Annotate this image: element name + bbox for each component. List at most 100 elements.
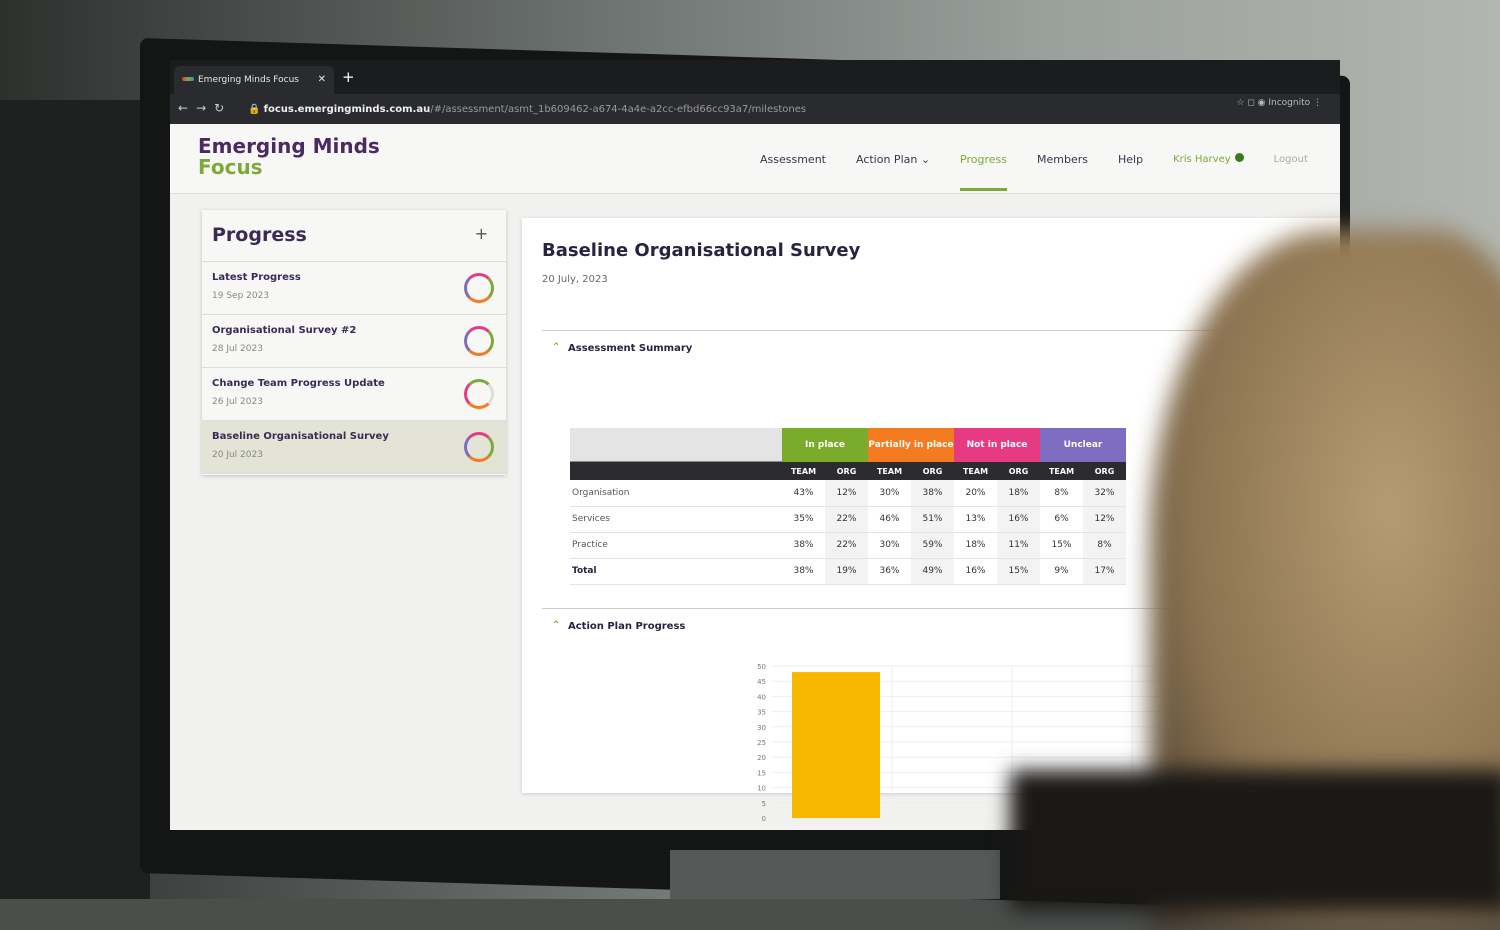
progress-ring-icon [464, 432, 494, 462]
cell-value: 32% [1083, 480, 1126, 507]
cell-value: 13% [954, 506, 997, 533]
y-tick-label: 5 [762, 800, 766, 808]
table-row: Organisation 43% 12% 30% 38% 20% 18% 8% 32% [570, 480, 1126, 507]
cell-value: 15% [1040, 532, 1083, 559]
desk-partition [0, 100, 150, 899]
logout-link[interactable]: Logout [1273, 153, 1308, 165]
chevron-up-icon: ⌃ [552, 342, 561, 353]
back-icon[interactable]: ← [178, 101, 197, 115]
row-label: Services [570, 506, 782, 533]
cell-value: 35% [782, 506, 825, 533]
cell-value: 36% [868, 558, 911, 585]
blurred-chair [1010, 770, 1500, 910]
y-tick-label: 10 [757, 785, 766, 793]
chevron-up-icon: ⌃ [552, 620, 561, 631]
y-tick-label: 45 [757, 678, 766, 686]
subheader-org: ORG [997, 462, 1040, 480]
cell-value: 19% [825, 558, 868, 585]
tab-title: Emerging Minds Focus [198, 75, 299, 85]
url-path: /#/assessment/asmt_1b609462-a674-4a4e-a2… [430, 104, 807, 115]
y-tick-label: 25 [757, 739, 766, 747]
y-tick-label: 30 [757, 724, 766, 732]
cell-value: 18% [997, 480, 1040, 507]
cell-value: 49% [911, 558, 954, 585]
sidebar-item[interactable]: Latest Progress 19 Sep 2023 [202, 262, 506, 315]
page-title: Baseline Organisational Survey [542, 240, 861, 261]
cell-value: 38% [911, 480, 954, 507]
assessment-summary-toggle[interactable]: ⌃ Assessment Summary [542, 330, 1322, 354]
group-header: In place [782, 428, 868, 462]
add-icon[interactable]: + [474, 224, 488, 243]
cell-value: 51% [911, 506, 954, 533]
cell-value: 16% [997, 506, 1040, 533]
table-corner [570, 428, 782, 480]
url-host: focus.emergingminds.com.au [263, 104, 431, 115]
profile-badge[interactable]: ☆ ◻ ◉ Incognito ⋮ [1236, 98, 1322, 108]
cell-value: 30% [868, 532, 911, 559]
survey-date: 20 July, 2023 [542, 274, 608, 285]
row-label: Practice [570, 532, 782, 559]
cell-value: 15% [997, 558, 1040, 585]
y-tick-label: 15 [757, 769, 766, 777]
main-nav: Assessment Action Plan ⌄ Progress Member… [760, 124, 1308, 194]
cell-value: 20% [954, 480, 997, 507]
favicon-icon [182, 77, 194, 81]
user-status-icon [1234, 153, 1244, 162]
browser-tab[interactable]: Emerging Minds Focus ✕ [174, 66, 334, 94]
cell-value: 38% [782, 558, 825, 585]
cell-value: 38% [782, 532, 825, 559]
table-row: Services 35% 22% 46% 51% 13% 16% 6% 12% [570, 506, 1126, 533]
nav-assessment[interactable]: Assessment [760, 152, 826, 166]
cell-value: 16% [954, 558, 997, 585]
cell-value: 30% [868, 480, 911, 507]
progress-ring-icon [464, 379, 494, 409]
progress-sidebar: Progress + Latest Progress 19 Sep 2023 Org… [202, 210, 506, 475]
browser-tabbar: Emerging Minds Focus ✕ + [170, 60, 1340, 94]
url-field[interactable]: 🔒 focus.emergingminds.com.au/#/assessmen… [248, 104, 807, 115]
cell-value: 22% [825, 506, 868, 533]
y-tick-label: 20 [757, 754, 766, 762]
address-bar: ←→↻ 🔒 focus.emergingminds.com.au/#/asses… [170, 94, 1340, 124]
nav-progress[interactable]: Progress [960, 127, 1007, 191]
forward-icon[interactable]: → [196, 101, 215, 115]
user-name: Kris Harvey [1173, 154, 1231, 165]
action-plan-toggle[interactable]: ⌃ Action Plan Progress [542, 608, 1322, 632]
table-row: Total 38% 19% 36% 49% 16% 15% 9% 17% [570, 558, 1126, 585]
user-menu[interactable]: Kris Harvey [1173, 153, 1244, 165]
nav-action-plan[interactable]: Action Plan ⌄ [855, 152, 931, 166]
cell-value: 59% [911, 532, 954, 559]
group-header: Partially in place [868, 428, 954, 462]
monitor-stand [670, 850, 1000, 899]
subheader-team: TEAM [954, 462, 997, 480]
subheader-team: TEAM [1040, 462, 1083, 480]
cell-value: 43% [782, 480, 825, 507]
close-tab-icon[interactable]: ✕ [317, 74, 326, 85]
y-tick-label: 40 [757, 693, 766, 701]
cell-value: 6% [1040, 506, 1083, 533]
group-header: Not in place [954, 428, 1040, 462]
y-tick-label: 35 [757, 709, 766, 717]
subheader-org: ORG [825, 462, 868, 480]
app-header: ☆ ◻ ◉ Incognito ⋮ Emerging Minds Focus As… [170, 98, 1340, 194]
cell-value: 12% [825, 480, 868, 507]
new-tab-icon[interactable]: + [342, 68, 355, 86]
group-header: Unclear [1040, 428, 1126, 462]
logo[interactable]: Emerging Minds Focus [198, 134, 380, 179]
sidebar-item[interactable]: Change Team Progress Update 26 Jul 2023 [202, 368, 506, 421]
reload-icon[interactable]: ↻ [214, 101, 233, 115]
row-label: Total [570, 558, 782, 585]
cell-value: 18% [954, 532, 997, 559]
cell-value: 8% [1083, 532, 1126, 559]
progress-ring-icon [464, 326, 494, 356]
y-tick-label: 0 [762, 815, 766, 823]
subheader-org: ORG [911, 462, 954, 480]
nav-help[interactable]: Help [1117, 152, 1144, 166]
subheader-team: TEAM [782, 462, 825, 480]
cell-value: 11% [997, 532, 1040, 559]
subheader-team: TEAM [868, 462, 911, 480]
nav-members[interactable]: Members [1037, 152, 1088, 166]
subheader-org: ORG [1083, 462, 1126, 480]
sidebar-item-selected[interactable]: Baseline Organisational Survey 20 Jul 202… [202, 421, 506, 474]
row-label: Organisation [570, 480, 782, 507]
sidebar-item[interactable]: Organisational Survey #2 28 Jul 2023 [202, 315, 506, 368]
